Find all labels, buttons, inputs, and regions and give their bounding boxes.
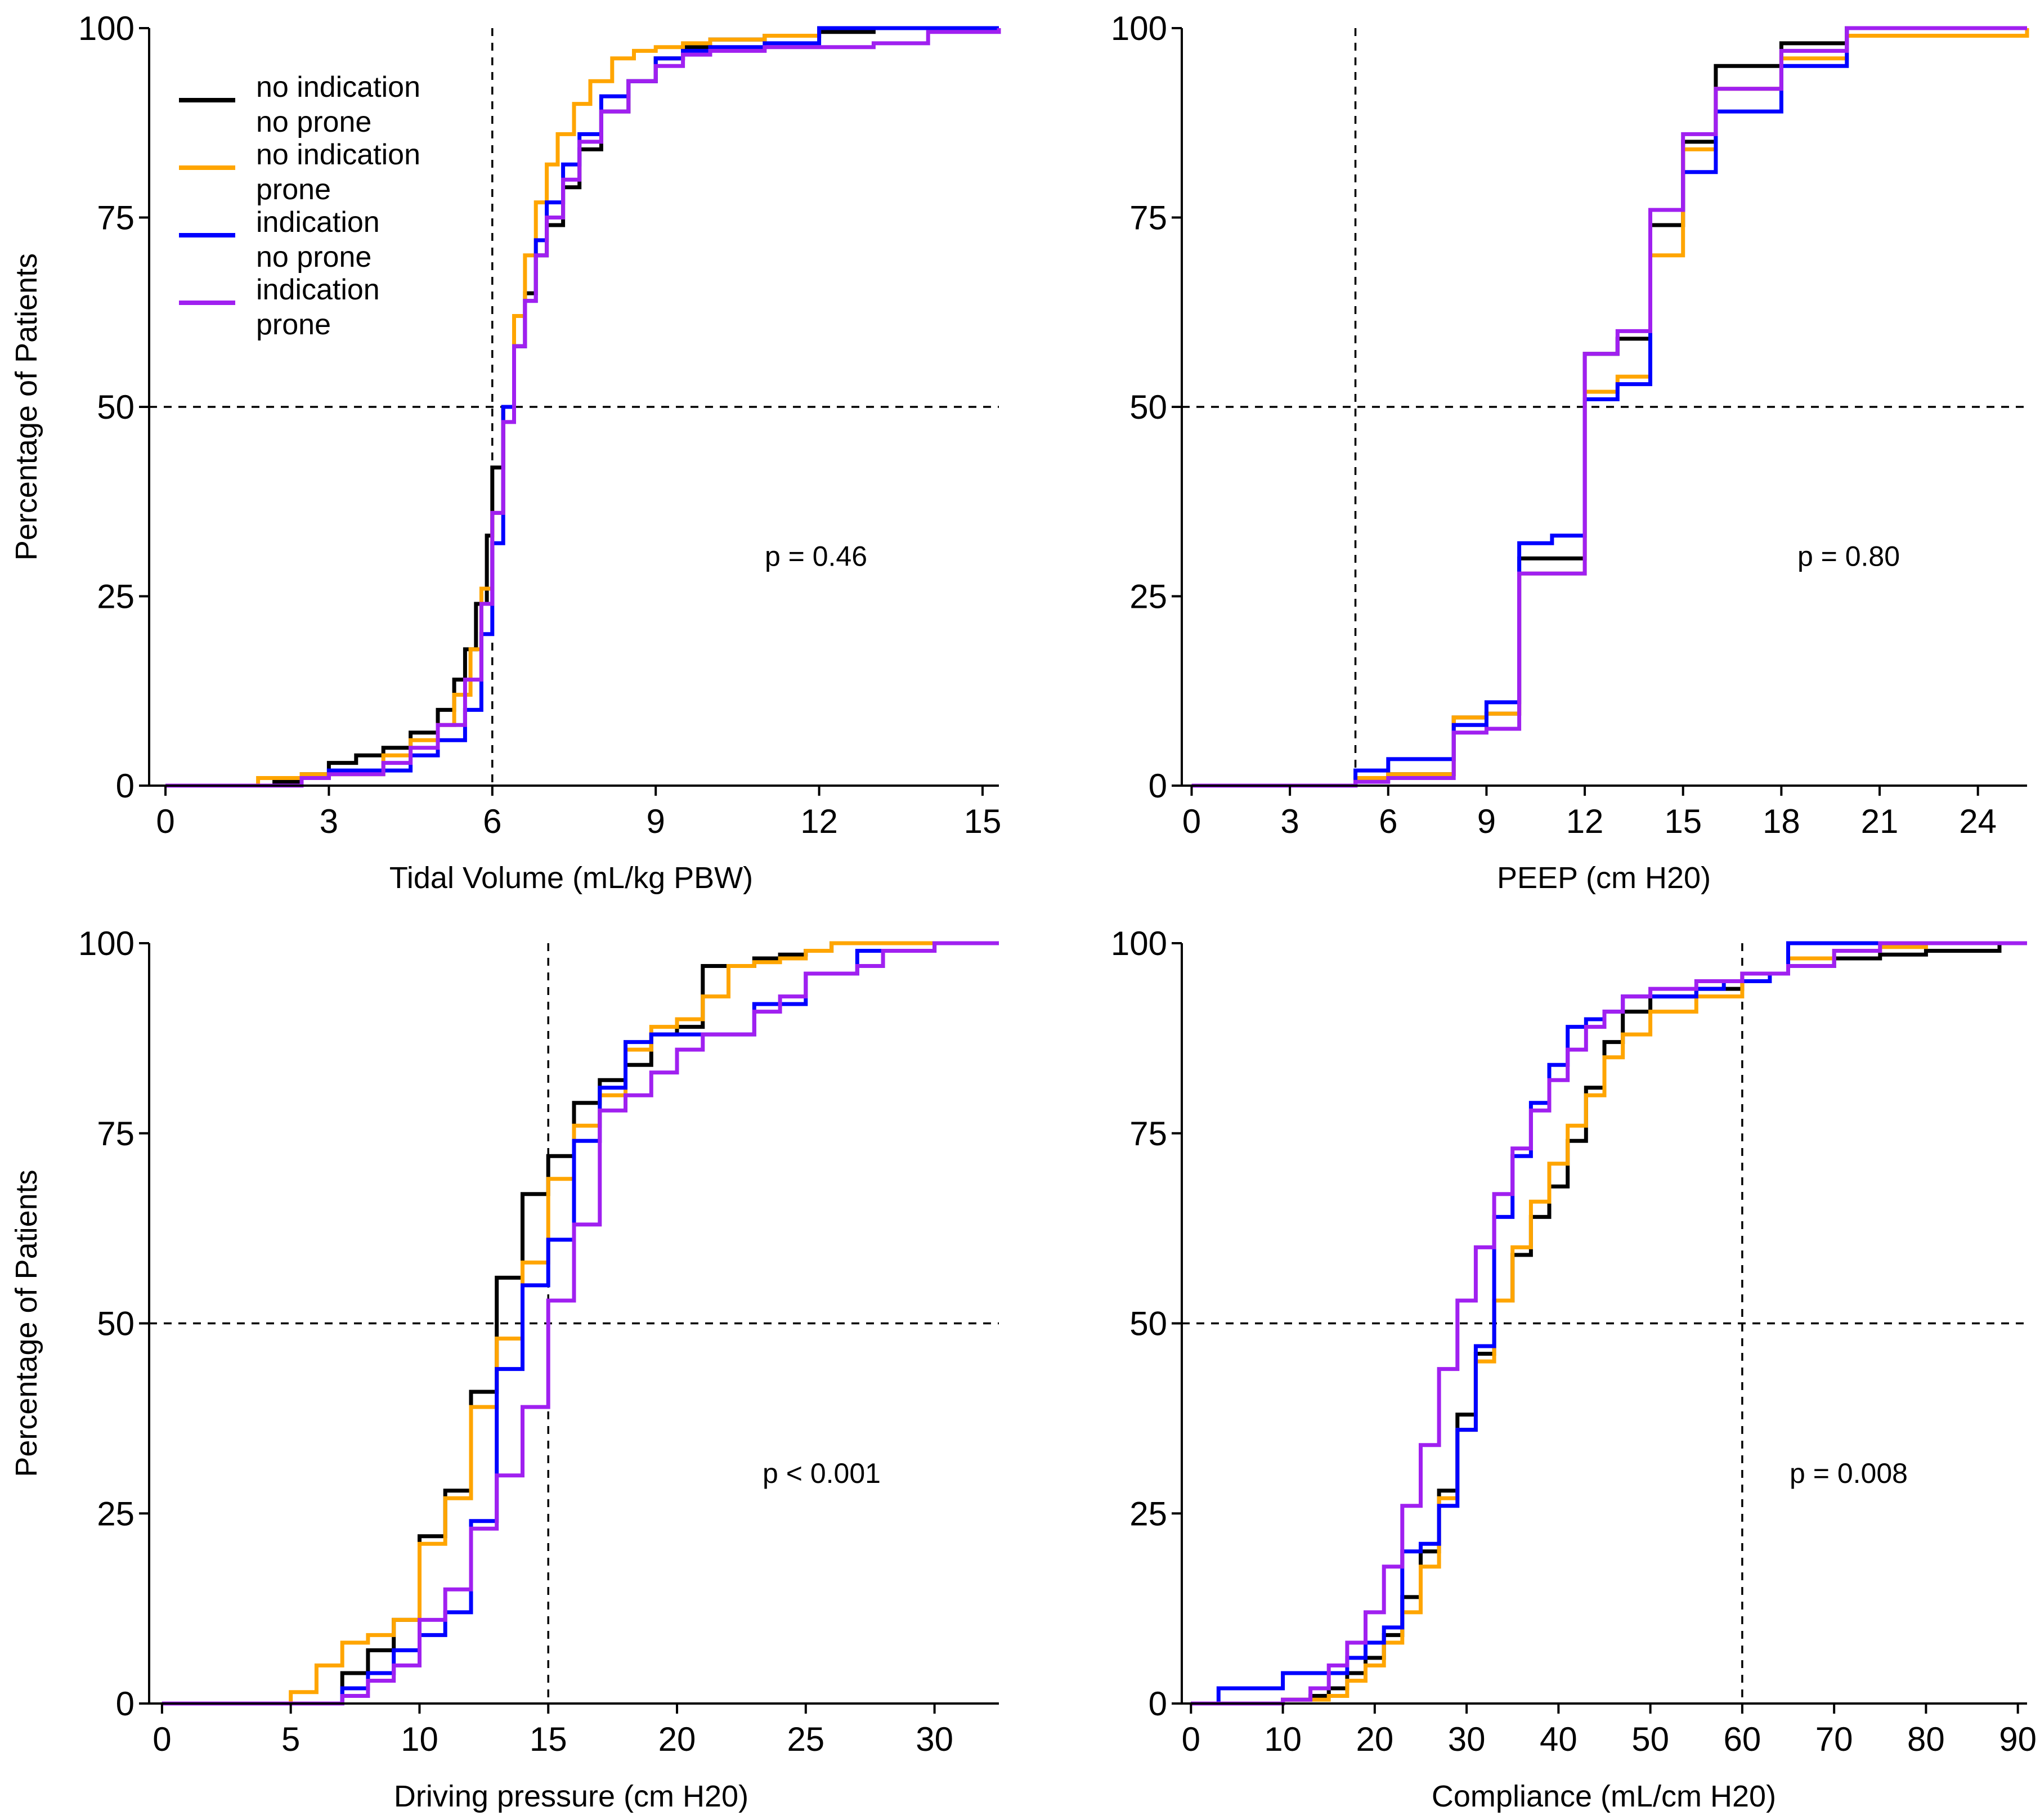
series-line-3 <box>1191 941 2027 1706</box>
y-tick-label: 100 <box>78 10 134 47</box>
y-tick-label: 25 <box>1129 1495 1167 1532</box>
x-tick-label: 10 <box>401 1720 438 1758</box>
x-tick-label: 70 <box>1815 1720 1853 1758</box>
y-tick-label: 0 <box>116 1685 134 1723</box>
x-tick-label: 90 <box>1999 1720 2037 1758</box>
y-tick-label: 50 <box>1129 388 1167 426</box>
x-tick-label: 0 <box>156 803 174 840</box>
x-tick-label: 18 <box>1763 803 1800 840</box>
x-tick-label: 60 <box>1724 1720 1761 1758</box>
panel-peep: 0 25 50 75 100 0 3 6 9 12 15 18 21 24 PEEP (cm H20) p =… <box>1111 10 2029 895</box>
legend-label: no indication <box>256 71 420 104</box>
x-tick-label: 15 <box>964 803 1002 840</box>
y-axis-title: Percentage of Patients <box>10 253 43 561</box>
x-tick-label: 3 <box>320 803 338 840</box>
x-axis-title: Driving pressure (cm H20) <box>394 1779 748 1813</box>
x-tick-label: 25 <box>787 1720 824 1758</box>
panel-tidal: 0 25 50 75 100 0 3 6 9 12 15 Tidal Volume (mL/kg PB… <box>10 10 1001 895</box>
y-tick-label: 0 <box>1149 1685 1167 1723</box>
y-tick-label: 100 <box>1111 925 1167 962</box>
y-tick-label: 25 <box>97 1495 134 1532</box>
x-tick-label: 0 <box>1182 1720 1200 1758</box>
y-tick-label: 50 <box>97 388 134 426</box>
legend-label: no prone <box>256 241 371 274</box>
panel-compliance: 0 25 50 75 100 0 10 20 30 40 50 60 70 80 90 Compliance … <box>1111 925 2037 1813</box>
x-tick-label: 15 <box>530 1720 567 1758</box>
x-tick-label: 30 <box>1448 1720 1486 1758</box>
series-line-1 <box>162 941 999 1706</box>
p-value-annotation: p = 0.008 <box>1790 1458 1908 1489</box>
x-tick-label: 24 <box>1959 803 1997 840</box>
y-axis-title: Percentage of Patients <box>10 1169 43 1477</box>
y-tick-label: 100 <box>78 925 134 962</box>
series-line-3 <box>1191 26 2027 788</box>
x-tick-label: 30 <box>916 1720 953 1758</box>
x-tick-label: 80 <box>1907 1720 1945 1758</box>
y-tick-label: 25 <box>97 578 134 616</box>
x-tick-label: 9 <box>1477 803 1496 840</box>
x-tick-label: 12 <box>1566 803 1604 840</box>
p-value-annotation: p = 0.80 <box>1797 541 1900 572</box>
p-value-annotation: p = 0.46 <box>765 541 867 572</box>
y-tick-label: 75 <box>1129 1115 1167 1153</box>
y-tick-label: 25 <box>1129 578 1167 616</box>
p-value-annotation: p < 0.001 <box>763 1458 881 1489</box>
y-tick-label: 0 <box>116 767 134 805</box>
x-tick-label: 10 <box>1264 1720 1302 1758</box>
x-tick-label: 40 <box>1540 1720 1577 1758</box>
panel-driving: 0 25 50 75 100 0 5 10 15 20 25 30 Driving pressure (… <box>10 925 999 1813</box>
legend-label: prone <box>256 308 331 341</box>
y-tick-label: 75 <box>1129 199 1167 237</box>
x-tick-label: 50 <box>1631 1720 1669 1758</box>
series-line-3 <box>162 941 999 1706</box>
x-tick-label: 6 <box>483 803 501 840</box>
x-tick-label: 3 <box>1280 803 1299 840</box>
legend-label: no prone <box>256 106 371 138</box>
legend-label: indication <box>256 206 380 239</box>
y-tick-label: 50 <box>1129 1305 1167 1343</box>
y-tick-label: 0 <box>1149 767 1167 805</box>
x-tick-label: 15 <box>1664 803 1702 840</box>
series-line-3 <box>165 28 1001 788</box>
x-tick-label: 20 <box>658 1720 696 1758</box>
y-tick-label: 50 <box>97 1305 134 1343</box>
x-tick-label: 0 <box>1182 803 1201 840</box>
legend-label: prone <box>256 173 331 206</box>
x-tick-label: 20 <box>1356 1720 1393 1758</box>
legend-label: indication <box>256 274 380 306</box>
y-tick-label: 75 <box>97 199 134 237</box>
legend-label: no indication <box>256 138 420 171</box>
y-tick-label: 100 <box>1111 10 1167 47</box>
x-tick-label: 12 <box>800 803 838 840</box>
x-tick-label: 6 <box>1379 803 1397 840</box>
x-axis-title: PEEP (cm H20) <box>1497 861 1711 895</box>
y-tick-label: 75 <box>97 1115 134 1153</box>
x-tick-label: 5 <box>281 1720 300 1758</box>
x-axis-title: Compliance (mL/cm H20) <box>1432 1779 1776 1813</box>
x-tick-label: 9 <box>647 803 665 840</box>
x-tick-label: 21 <box>1861 803 1899 840</box>
x-axis-title: Tidal Volume (mL/kg PBW) <box>389 861 753 895</box>
x-tick-label: 0 <box>153 1720 171 1758</box>
